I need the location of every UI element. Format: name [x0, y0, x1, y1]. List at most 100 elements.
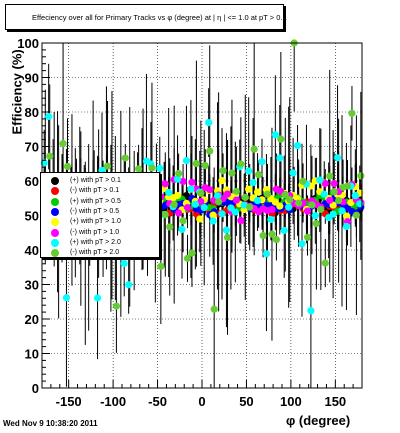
legend-entry: (+) with pT > 1.0: [41, 217, 159, 227]
data-point: [206, 147, 214, 155]
data-point: [45, 112, 53, 121]
data-point: [286, 196, 294, 204]
data-point: [175, 169, 183, 178]
data-point: [321, 259, 329, 267]
data-point: [333, 154, 342, 162]
data-point: [263, 190, 272, 198]
data-point: [205, 119, 213, 127]
legend-marker: [51, 187, 59, 196]
x-tick-label: 100: [280, 394, 302, 409]
data-point: [281, 191, 289, 199]
data-point: [268, 205, 276, 214]
data-point: [196, 215, 204, 223]
data-point: [347, 198, 355, 207]
data-point: [213, 192, 222, 200]
data-point: [317, 205, 325, 213]
data-point: [342, 222, 351, 231]
data-point: [218, 210, 226, 218]
legend-entry: (-) with pT > 0.1: [41, 186, 159, 196]
data-point: [240, 201, 248, 209]
data-point: [258, 158, 266, 166]
y-tick-label: 60: [25, 174, 39, 189]
data-point: [209, 211, 217, 219]
data-point: [352, 211, 360, 219]
data-point: [192, 159, 200, 168]
legend-entry: (+) with pT > 2.0: [41, 238, 159, 248]
data-point: [295, 199, 303, 207]
data-point: [253, 196, 262, 205]
data-point: [183, 203, 192, 212]
legend-label: (+) with pT > 0.1: [70, 177, 121, 184]
data-point: [215, 198, 223, 206]
data-point: [173, 175, 182, 183]
legend-marker: [51, 228, 59, 237]
grid: [42, 43, 362, 388]
y-tick-label: 70: [25, 140, 39, 155]
data-point: [303, 207, 312, 215]
data-point: [308, 201, 316, 209]
data-point: [335, 196, 343, 205]
data-point: [237, 160, 245, 168]
legend-marker: [51, 197, 59, 206]
y-tick-label: 30: [25, 278, 39, 293]
data-point: [191, 200, 199, 208]
data-point: [237, 217, 245, 225]
data-point: [228, 169, 236, 177]
data-point: [188, 178, 196, 186]
data-point: [59, 139, 67, 148]
data-point: [250, 145, 258, 153]
data-point: [161, 180, 169, 188]
data-point: [197, 189, 205, 197]
data-point: [201, 161, 209, 170]
data-point: [342, 212, 351, 220]
y-tick-label: 50: [25, 209, 39, 224]
legend-label: (+) with pT > 0.5: [70, 197, 121, 205]
data-point: [161, 210, 169, 219]
y-tick-label: 90: [25, 71, 39, 86]
data-point: [178, 225, 186, 233]
legend-entry: (-) with pT > 1.0: [41, 228, 159, 238]
data-point: [357, 172, 365, 180]
data-point: [165, 188, 173, 197]
data-point: [280, 226, 288, 235]
data-point: [187, 185, 195, 193]
data-point: [157, 262, 165, 271]
data-point: [232, 196, 240, 204]
data-point: [338, 207, 346, 215]
data-point: [223, 190, 232, 198]
data-point: [183, 254, 192, 262]
legend: (+) with pT > 0.1 (-) with pT > 0.1 (+) wi…: [40, 172, 160, 258]
data-point: [330, 180, 338, 188]
data-point: [200, 203, 208, 212]
data-point: [311, 212, 319, 220]
legend-entry: (-) with pT > 2.0: [41, 248, 159, 258]
legend-label: (+) with pT > 2.0: [70, 238, 121, 246]
data-point: [330, 188, 338, 196]
data-point: [223, 233, 232, 242]
data-point: [209, 217, 217, 225]
legend-label: (-) with pT > 0.5: [70, 207, 120, 215]
data-point: [267, 215, 275, 224]
data-point: [179, 217, 187, 225]
x-tick-label: -50: [148, 394, 167, 409]
data-point: [271, 131, 279, 139]
legend-label: (-) with pT > 0.1: [70, 187, 120, 195]
data-point: [222, 226, 231, 234]
data-point: [206, 186, 214, 194]
data-point: [326, 196, 334, 204]
y-tick-label: 10: [25, 347, 39, 362]
data-point: [175, 209, 183, 217]
data-point: [326, 172, 334, 180]
legend-marker: [51, 207, 59, 216]
data-point: [241, 193, 249, 201]
data-point: [348, 109, 356, 117]
data-point: [219, 167, 227, 175]
legend-marker: [51, 218, 59, 227]
legend-label: (+) with pT > 1.0: [70, 218, 121, 226]
x-tick-label: 150: [324, 394, 346, 409]
y-tick-label: 100: [17, 36, 39, 51]
data-point: [329, 210, 337, 218]
data-point: [93, 294, 102, 302]
x-tick-label: 50: [239, 394, 253, 409]
legend-entry: (+) with pT > 0.1: [41, 176, 159, 186]
